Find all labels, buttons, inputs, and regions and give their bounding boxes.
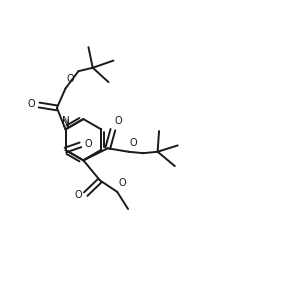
Text: O: O bbox=[130, 138, 137, 148]
Text: O: O bbox=[114, 116, 122, 126]
Text: N: N bbox=[62, 120, 69, 129]
Text: N: N bbox=[62, 116, 70, 126]
Text: O: O bbox=[84, 139, 92, 149]
Text: O: O bbox=[28, 99, 35, 109]
Text: O: O bbox=[67, 74, 74, 84]
Text: O: O bbox=[74, 190, 82, 200]
Text: O: O bbox=[118, 179, 126, 188]
